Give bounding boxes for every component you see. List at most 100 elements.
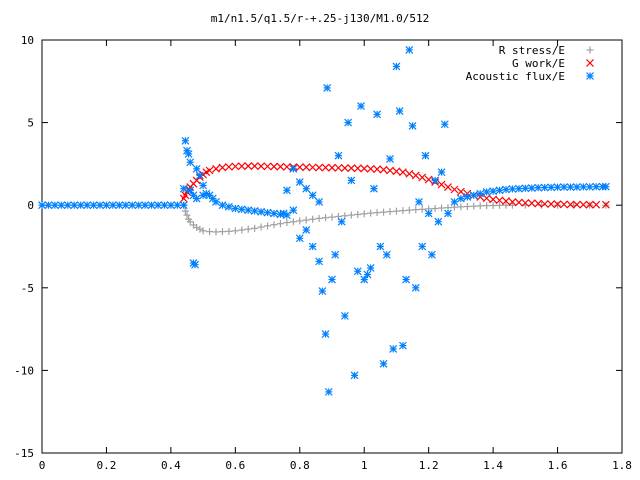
data-point xyxy=(225,227,233,235)
data-point xyxy=(463,203,471,211)
data-point xyxy=(398,341,407,350)
data-point xyxy=(257,207,266,216)
data-point xyxy=(334,163,343,172)
data-point xyxy=(431,176,440,185)
data-point xyxy=(192,164,201,173)
data-point xyxy=(282,211,291,220)
data-point xyxy=(373,165,382,174)
data-marks xyxy=(38,45,610,396)
data-point xyxy=(179,201,188,210)
data-point xyxy=(347,211,355,219)
y-tick-label: 10 xyxy=(21,34,34,47)
data-point xyxy=(444,183,452,191)
data-point xyxy=(560,200,568,209)
data-point xyxy=(315,257,324,266)
data-point xyxy=(560,183,568,191)
data-point xyxy=(181,136,190,145)
x-tick-label: 1.6 xyxy=(548,459,568,472)
data-point xyxy=(395,107,404,115)
series-1 xyxy=(179,162,610,209)
data-point xyxy=(592,182,601,191)
data-point xyxy=(340,164,349,172)
data-point xyxy=(179,184,188,193)
data-point xyxy=(244,225,252,233)
data-point xyxy=(173,201,182,210)
data-point xyxy=(389,344,398,353)
chart-title: m1/n1.5/q1.5/r-+.25-j130/M1.0/512 xyxy=(211,12,430,25)
data-point xyxy=(322,214,330,222)
data-point xyxy=(96,201,104,210)
y-tick-label: -10 xyxy=(14,364,34,377)
data-point xyxy=(398,168,407,177)
data-point xyxy=(553,200,562,209)
data-point xyxy=(166,201,175,210)
data-point xyxy=(328,213,336,221)
data-point xyxy=(379,165,388,174)
x-tick-label: 1.2 xyxy=(419,459,439,472)
data-point xyxy=(457,203,465,211)
data-point xyxy=(199,227,207,235)
data-point xyxy=(270,209,278,218)
data-point xyxy=(470,202,478,210)
data-point xyxy=(392,62,401,71)
data-point xyxy=(283,219,291,227)
data-point xyxy=(508,201,516,209)
data-point xyxy=(392,167,401,176)
data-point xyxy=(585,200,594,209)
data-point xyxy=(502,185,510,194)
data-point xyxy=(186,158,195,167)
data-point xyxy=(376,242,385,251)
data-point xyxy=(392,207,400,215)
data-point xyxy=(212,197,220,206)
data-point xyxy=(328,275,336,284)
data-point xyxy=(237,205,246,214)
data-point xyxy=(380,208,388,216)
data-point xyxy=(411,283,420,292)
data-point xyxy=(482,188,491,196)
data-point xyxy=(482,194,491,203)
data-point xyxy=(205,166,214,175)
data-point xyxy=(360,164,369,173)
data-point xyxy=(514,198,523,207)
data-point xyxy=(302,184,311,193)
data-point xyxy=(315,214,323,222)
x-tick-label: 0.4 xyxy=(161,459,181,472)
legend-label: G work/E xyxy=(512,57,565,70)
data-point xyxy=(469,191,478,200)
x-tick-label: 1.4 xyxy=(483,459,503,472)
data-point xyxy=(411,171,420,180)
legend-marker xyxy=(586,46,594,54)
data-point xyxy=(566,200,575,209)
data-point xyxy=(83,201,92,210)
data-point xyxy=(421,151,430,160)
y-tick-label: 0 xyxy=(27,199,34,212)
data-point xyxy=(328,163,336,172)
data-point xyxy=(264,222,272,230)
data-point xyxy=(601,200,610,209)
data-point xyxy=(206,228,214,236)
data-point xyxy=(456,194,465,203)
data-point xyxy=(270,162,278,171)
data-point xyxy=(601,182,610,191)
data-point xyxy=(38,201,46,210)
data-point xyxy=(263,208,272,217)
data-point xyxy=(350,371,359,380)
data-point xyxy=(141,201,150,210)
data-point xyxy=(489,202,497,210)
data-point xyxy=(438,204,446,212)
data-point xyxy=(231,227,239,235)
data-point xyxy=(572,183,581,191)
data-point xyxy=(186,218,194,226)
plot-frame xyxy=(41,39,623,454)
legend-marker xyxy=(586,72,594,80)
data-point xyxy=(257,162,266,171)
data-point xyxy=(405,45,414,54)
data-point xyxy=(585,182,594,191)
data-point xyxy=(263,162,272,171)
data-point xyxy=(289,164,298,173)
data-point xyxy=(295,178,304,186)
data-point xyxy=(323,83,332,92)
data-point xyxy=(308,191,317,200)
data-point xyxy=(437,180,446,189)
data-point xyxy=(476,189,485,198)
